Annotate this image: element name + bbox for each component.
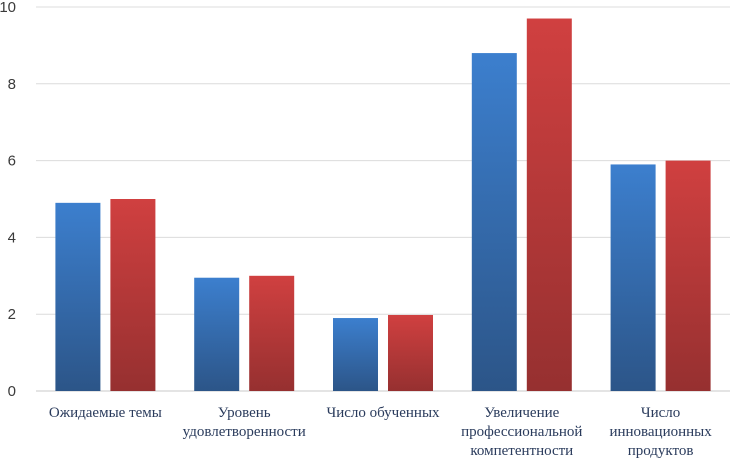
bar (610, 164, 656, 391)
x-tick-label: Увеличение (484, 405, 559, 421)
bar (665, 160, 711, 391)
bar (333, 318, 378, 391)
bar (526, 18, 572, 392)
bar (471, 53, 517, 392)
bar (194, 277, 240, 391)
y-tick-label: 6 (8, 153, 16, 170)
x-tick-label: Ожидаемые темы (49, 405, 162, 421)
x-tick-label: Число (641, 405, 680, 421)
y-tick-label: 8 (8, 76, 16, 93)
y-tick-label: 10 (0, 0, 16, 16)
x-tick-label: продуктов (628, 443, 694, 459)
bar (249, 275, 295, 391)
x-tick-label: Число обученных (326, 405, 440, 421)
x-tick-label: удовлетворенности (183, 424, 306, 440)
x-tick-label: Уровень (218, 405, 271, 421)
bars (55, 18, 711, 392)
x-tick-label: инновационных (609, 424, 712, 440)
y-axis: 0 2 4 6 8 10 (0, 0, 16, 400)
y-tick-label: 4 (8, 229, 16, 246)
x-axis: Ожидаемые темы Уровень удовлетворенности Чи… (49, 405, 712, 459)
bar (388, 314, 433, 391)
bar (110, 199, 156, 391)
y-tick-label: 0 (8, 383, 16, 400)
x-tick-label: профессиональной (461, 424, 582, 440)
x-tick-label: компетентности (470, 443, 573, 459)
bar (55, 202, 101, 391)
y-tick-label: 2 (8, 306, 16, 323)
